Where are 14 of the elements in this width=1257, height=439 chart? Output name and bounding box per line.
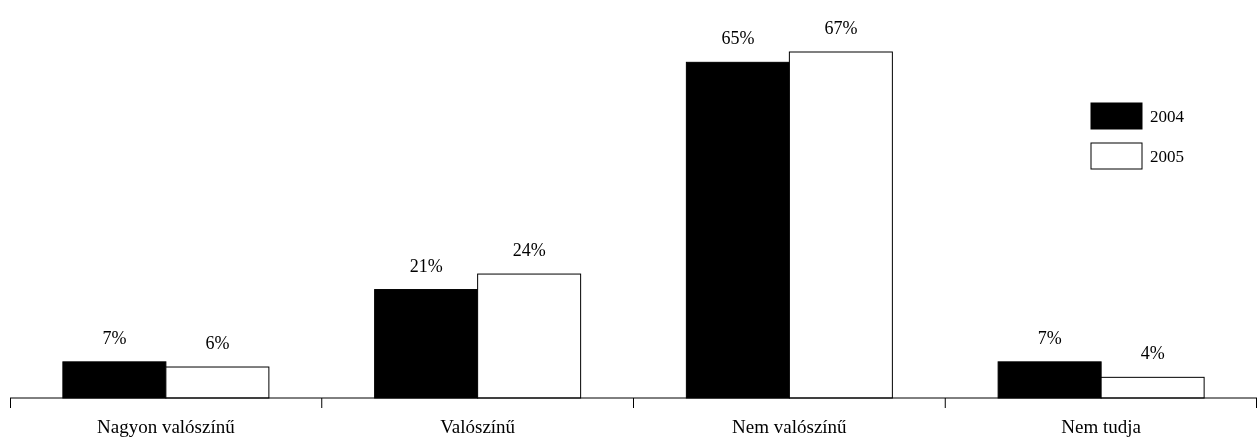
data-label: 6% — [205, 333, 230, 354]
x-tick-label: Nagyon valószínű — [97, 416, 236, 437]
legend-label: 2005 — [1150, 147, 1184, 166]
x-tick-label: Valószínű — [440, 416, 516, 437]
data-label: 65% — [721, 28, 755, 49]
data-label: 21% — [409, 255, 443, 276]
data-label: 4% — [1140, 343, 1165, 364]
x-tick-label: Nem valószínű — [732, 416, 848, 437]
data-label: 24% — [512, 240, 546, 261]
x-tick-label: Nem tudja — [1061, 416, 1142, 437]
legend-label: 2004 — [1150, 107, 1185, 126]
data-label: 67% — [824, 18, 858, 38]
data-label: 7% — [102, 327, 127, 348]
data-label: 7% — [1037, 327, 1062, 348]
